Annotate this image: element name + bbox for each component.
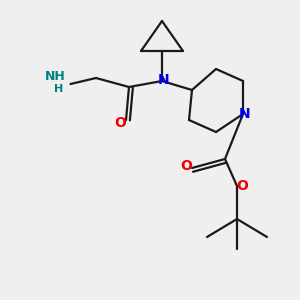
Text: O: O <box>236 179 248 193</box>
Text: O: O <box>180 160 192 173</box>
Text: N: N <box>239 107 250 121</box>
Text: N: N <box>158 73 169 86</box>
Text: H: H <box>54 84 63 94</box>
Text: O: O <box>114 116 126 130</box>
Text: NH: NH <box>45 70 66 83</box>
